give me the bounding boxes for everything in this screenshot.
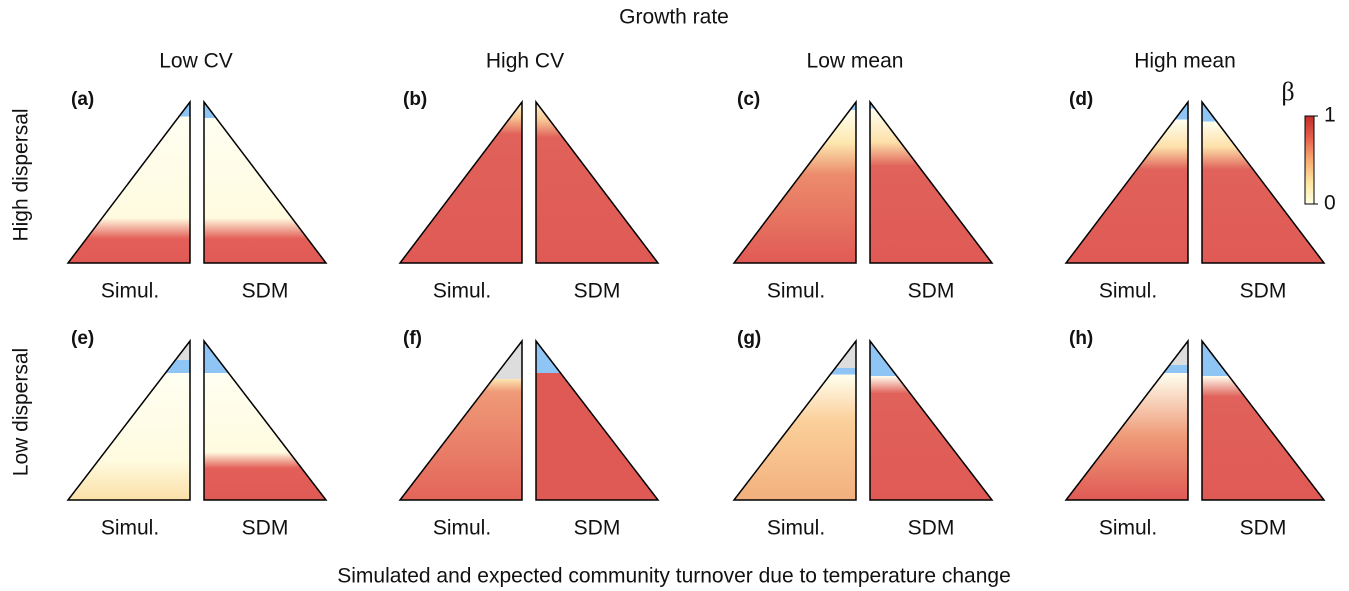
row-label: High dispersal [10, 108, 33, 241]
sdm-triangle [869, 338, 994, 501]
half-label: SDM [574, 280, 621, 303]
half-label: SDM [1240, 517, 1287, 540]
sdm-triangle [869, 99, 994, 264]
half-label: SDM [574, 517, 621, 540]
half-label: Simul. [767, 280, 825, 303]
sdm-triangle [203, 338, 328, 501]
row-label: Low dispersal [10, 348, 33, 476]
title: Growth rate [619, 6, 729, 29]
sdm-triangle [203, 99, 328, 264]
simul-triangle [1064, 99, 1189, 264]
panel-label: (e) [71, 328, 94, 349]
column-label: High mean [1134, 50, 1236, 73]
simul-triangle [732, 99, 857, 264]
half-label: SDM [242, 280, 289, 303]
simul-triangle [1064, 338, 1189, 501]
colorbar-tick-label: 1 [1324, 104, 1336, 127]
x-label: Simulated and expected community turnove… [337, 565, 1011, 588]
sdm-triangle [1201, 99, 1326, 264]
half-label: Simul. [767, 517, 825, 540]
simul-triangle [66, 338, 191, 501]
half-label: Simul. [1099, 280, 1157, 303]
simul-triangle [66, 99, 191, 264]
half-label: SDM [908, 517, 955, 540]
half-label: SDM [242, 517, 289, 540]
column-label: High CV [486, 50, 564, 73]
simul-triangle [398, 99, 523, 264]
panel-label: (f) [403, 328, 422, 349]
sdm-triangle [535, 338, 660, 501]
colorbar-tick-label: 0 [1324, 192, 1336, 215]
half-label: Simul. [433, 280, 491, 303]
sdm-triangle [535, 99, 660, 264]
colorbar-label: β [1281, 77, 1294, 106]
simul-triangle [732, 338, 857, 501]
sdm-triangle [1201, 338, 1326, 501]
column-label: Low mean [807, 50, 904, 73]
panel-label: (b) [403, 89, 427, 110]
half-label: SDM [1240, 280, 1287, 303]
panel-label: (a) [71, 89, 94, 110]
colorbar [1304, 115, 1315, 205]
half-label: Simul. [1099, 517, 1157, 540]
column-label: Low CV [159, 50, 233, 73]
half-label: Simul. [101, 517, 159, 540]
half-label: Simul. [433, 517, 491, 540]
half-label: Simul. [101, 280, 159, 303]
panel-label: (h) [1069, 328, 1093, 349]
panel-label: (d) [1069, 89, 1093, 110]
panel-label: (g) [737, 328, 761, 349]
half-label: SDM [908, 280, 955, 303]
panel-label: (c) [737, 89, 760, 110]
simul-triangle [398, 338, 523, 501]
